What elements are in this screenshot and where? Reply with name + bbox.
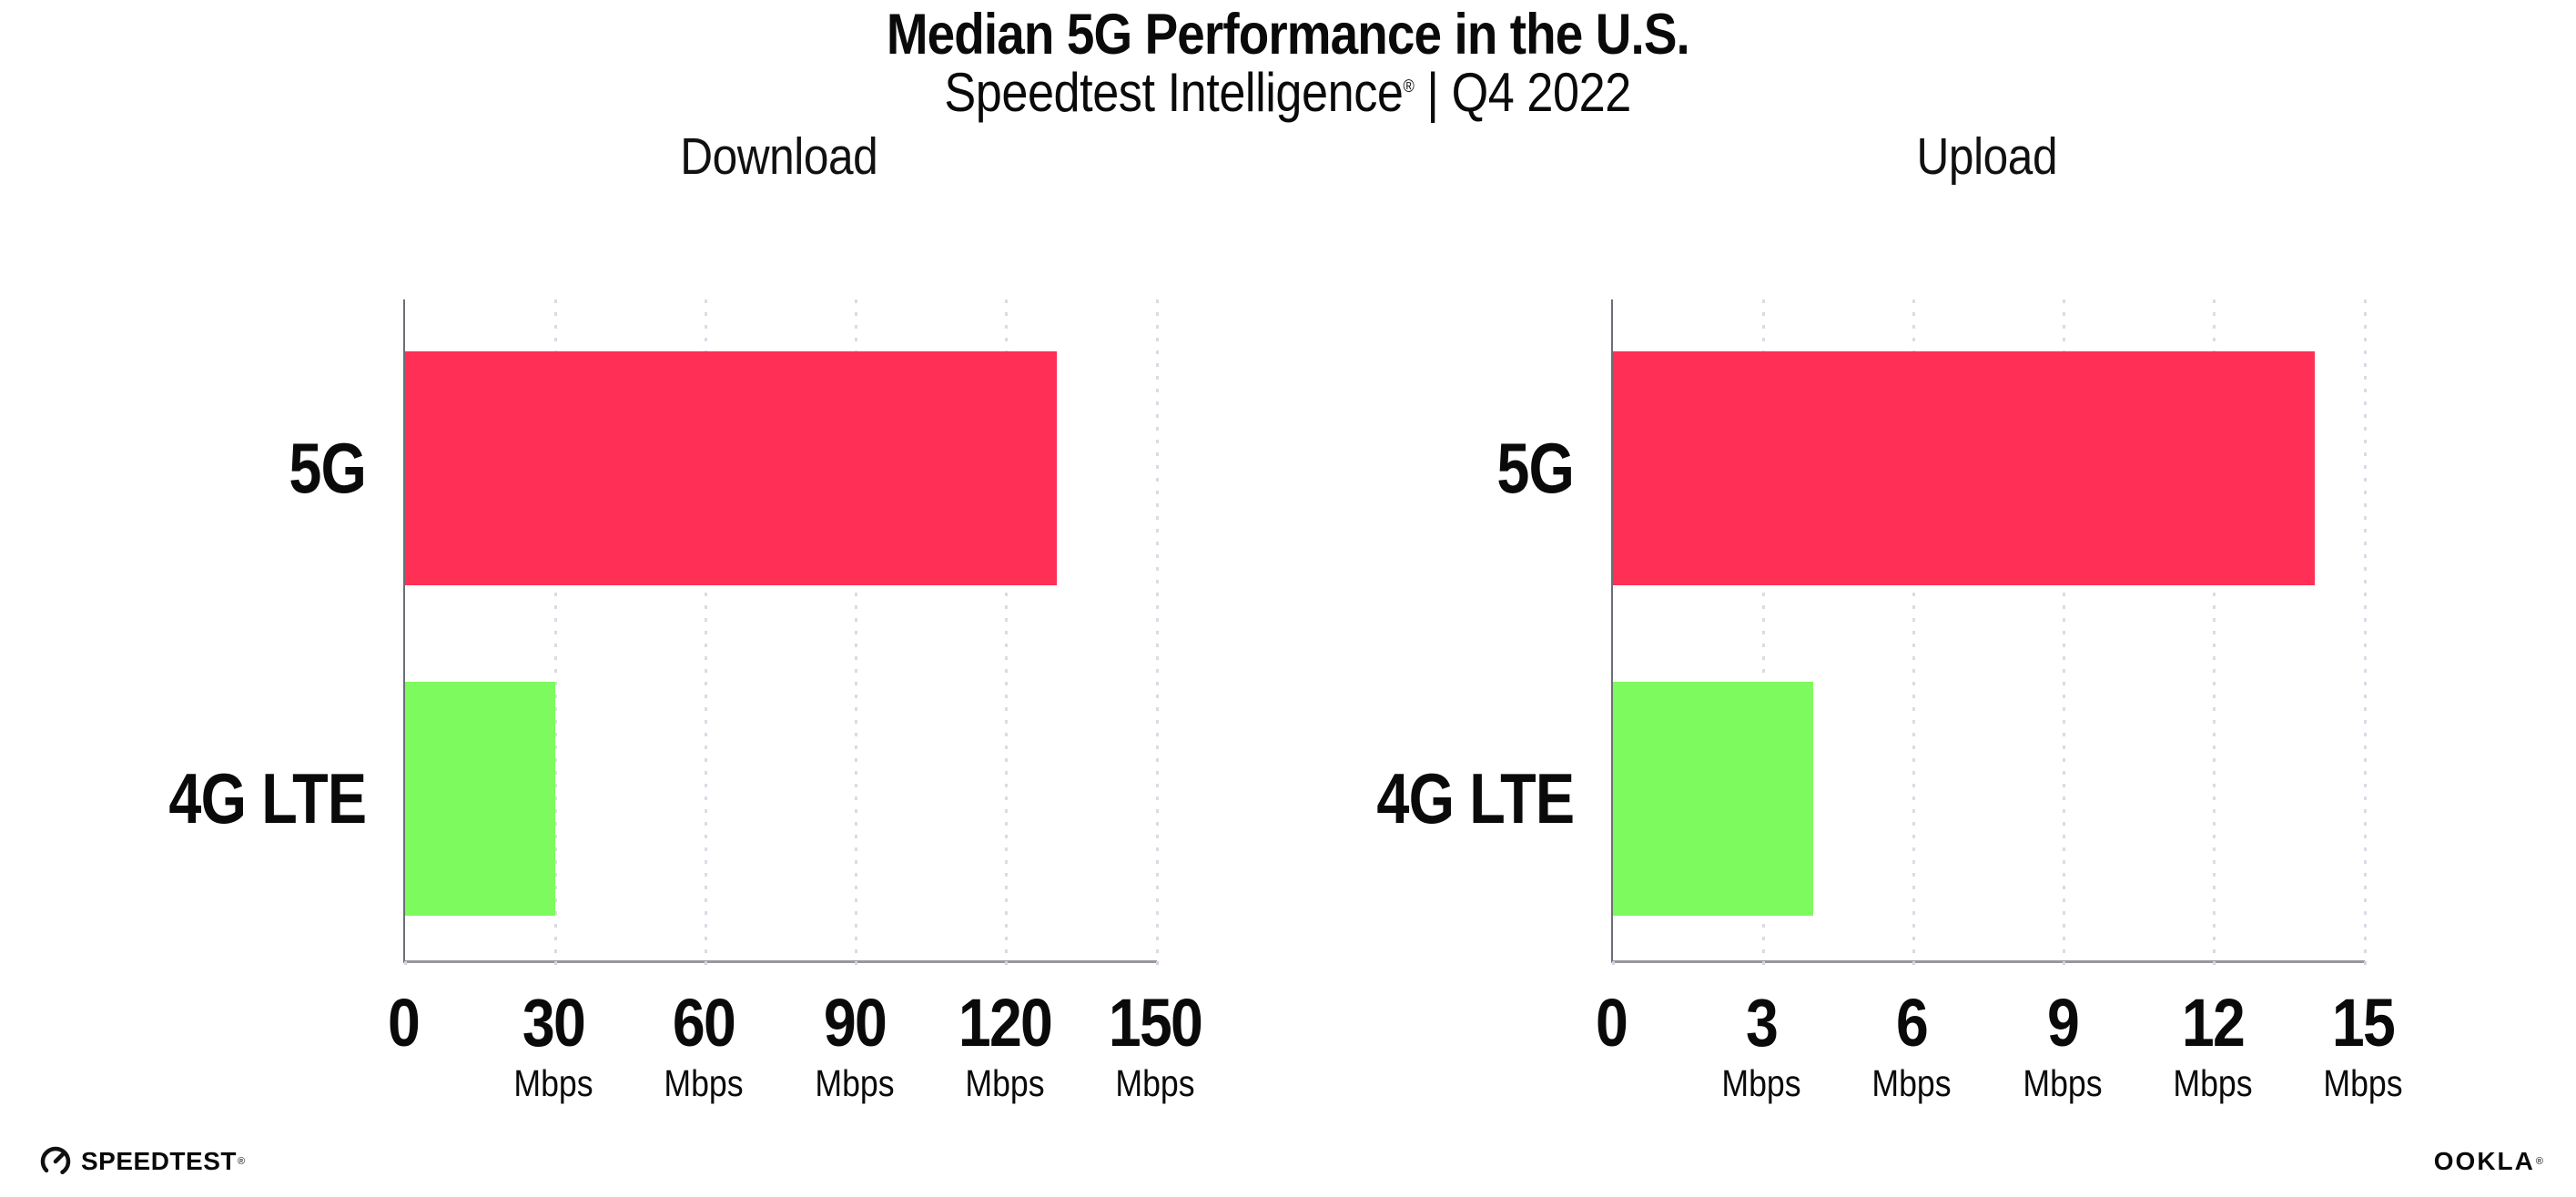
speedtest-registered-mark: ® [237,1155,246,1167]
speedtest-gauge-icon [40,1146,71,1177]
chart-panel-download: Download 5G 4G LTE 0 30 Mbps 60 Mbps 90 Mbps 120 Mb… [0,127,1203,1102]
tick-value: 12 [2181,985,2246,1061]
axis-tick-mark [553,961,557,974]
category-label-4g-lte: 4G LTE [1336,682,1575,916]
category-label-text: 4G LTE [168,758,367,839]
axis-tick-mark [1611,961,1615,974]
tick-value: 90 [823,985,887,1061]
x-tick-3: 3 Mbps [1716,989,1807,1102]
subtitle-brand: Speedtest Intelligence [944,62,1405,124]
tick-unit: Mbps [664,1062,745,1105]
category-label-text: 5G [1496,428,1575,509]
gridline [2063,299,2066,961]
gridline [1155,299,1159,961]
gridline [855,299,858,961]
axis-tick-mark [2063,961,2066,974]
speedtest-logo: SPEEDTEST ® [38,1144,245,1179]
axis-tick-mark [403,961,407,974]
tick-unit: Mbps [965,1062,1045,1105]
bar-4g-lte [1613,682,1814,917]
ookla-registered-mark: ® [2535,1155,2543,1167]
tick-unit: Mbps [814,1062,895,1105]
tick-unit: Mbps [1871,1062,1952,1105]
tick-value: 60 [673,985,736,1061]
x-tick-15: 15 Mbps [2317,989,2409,1102]
category-label-5g: 5G [1481,351,1575,585]
x-tick-150: 150 Mbps [1101,989,1208,1102]
bar-4g-lte [405,682,556,917]
footer: SPEEDTEST ® OOKLA ® [38,1141,2543,1182]
x-tick-9: 9 Mbps [2016,989,2107,1102]
x-tick-120: 120 Mbps [951,989,1058,1102]
x-tick-60: 60 Mbps [658,989,749,1102]
axis-tick-mark [1155,961,1159,974]
speedtest-wordmark: SPEEDTEST [81,1147,237,1175]
x-tick-0: 0 [385,989,421,1057]
chart-title-upload: Upload [1611,127,2363,187]
gridline [2363,299,2367,961]
x-tick-90: 90 Mbps [808,989,899,1102]
chart-panel-upload: Upload 5G 4G LTE 0 3 Mbps 6 Mbps 9 Mbps 12 Mbps 15 Mb… [1155,127,2402,1102]
ookla-wordmark: OOKLA [2433,1147,2535,1175]
tick-value: 120 [958,985,1053,1061]
ookla-logo: OOKLA ® [2434,1147,2543,1176]
x-tick-12: 12 Mbps [2167,989,2258,1102]
chart-title-download: Download [403,127,1155,187]
bar-5g [1613,351,2315,586]
page-subtitle: Speedtest Intelligence® | Q4 2022 [0,66,2576,120]
gridline [553,299,557,961]
registered-mark: ® [1403,77,1415,97]
axis-tick-mark [1761,961,1765,974]
gridline [2213,299,2216,961]
tick-unit: Mbps [1115,1062,1195,1105]
plot-area-upload [1611,299,2367,974]
charts-area: Download 5G 4G LTE 0 30 Mbps 60 Mbps 90 Mbps 120 Mb… [0,127,2576,1102]
gridline [1912,299,1915,961]
tick-unit: Mbps [2022,1062,2103,1105]
tick-value: 9 [2046,985,2080,1061]
axis-tick-mark [1005,961,1009,974]
x-tick-0: 0 [1593,989,1628,1057]
x-tick-30: 30 Mbps [508,989,599,1102]
tick-value: 3 [1746,985,1779,1061]
tick-unit: Mbps [2323,1062,2403,1105]
tick-value: 15 [2331,985,2396,1061]
axis-tick-mark [704,961,707,974]
tick-value: 30 [522,985,586,1061]
page-title-text: Median 5G Performance in the U.S. [887,3,1690,66]
subtitle-separator: | [1426,62,1440,124]
axis-tick-mark [1912,961,1915,974]
page-title: Median 5G Performance in the U.S. [0,3,2576,66]
category-label-text: 5G [289,428,367,509]
chart-title-text: Upload [1916,127,2058,187]
tick-value: 6 [1896,985,1929,1061]
gridline [704,299,707,961]
axis-tick-mark [2213,961,2216,974]
plot-area-download [403,299,1159,974]
tick-value: 0 [1595,985,1628,1061]
gridline [1005,299,1009,961]
tick-unit: Mbps [2173,1062,2253,1105]
tick-value: 0 [387,985,421,1061]
tick-value: 150 [1108,985,1203,1061]
axis-tick-mark [2363,961,2367,974]
gridline [1761,299,1765,961]
category-label-5g: 5G [273,351,367,585]
chart-title-text: Download [680,127,878,187]
category-label-text: 4G LTE [1376,758,1575,839]
tick-unit: Mbps [513,1062,593,1105]
tick-unit: Mbps [1721,1062,1801,1105]
subtitle-period: Q4 2022 [1452,62,1632,124]
bar-5g [405,351,1057,586]
category-label-4g-lte: 4G LTE [128,682,367,916]
axis-tick-mark [855,961,858,974]
x-tick-6: 6 Mbps [1866,989,1957,1102]
